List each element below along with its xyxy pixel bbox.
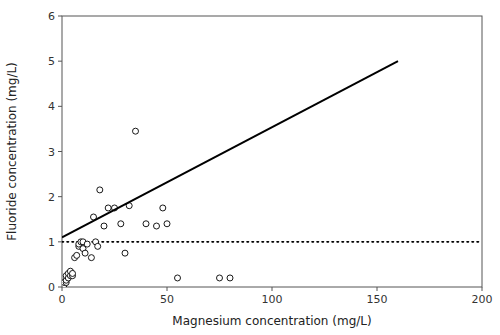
y-axis-label: Fluoride concentration (mg/L) [5,62,19,241]
y-tick [58,106,62,107]
x-tick-label: 150 [367,293,388,306]
x-tick [377,287,378,291]
scatter-point [105,205,111,211]
scatter-point [143,221,149,227]
plot-marks [62,61,482,287]
x-tick [62,287,63,291]
scatter-point [160,205,166,211]
y-tick-label: 1 [48,236,55,249]
scatter-point [122,250,128,256]
page: {"chart_data": {"type": "scatter", "xlab… [0,0,500,335]
scatter-point [70,270,76,276]
x-axis-label: Magnesium concentration (mg/L) [172,314,371,328]
y-tick [58,241,62,242]
scatter-point [95,243,101,249]
y-tick [58,61,62,62]
y-tick [58,196,62,197]
trend-line [62,61,398,237]
scatter-point [227,275,233,281]
scatter-point [74,252,80,258]
x-tick-label: 200 [472,293,493,306]
scatter-point [84,241,90,247]
scatter-point [164,221,170,227]
horizontal-line [62,241,482,243]
y-tick [58,16,62,17]
x-tick [272,287,273,291]
x-tick-label: 0 [59,293,66,306]
x-tick-label: 50 [160,293,174,306]
y-tick-label: 4 [48,100,55,113]
y-tick-label: 6 [48,10,55,23]
x-tick-label: 100 [262,293,283,306]
axes: 0 50 100 150 200 0 1 2 3 4 5 6 [48,10,493,306]
y-tick [58,287,62,288]
scatter-point [118,221,124,227]
y-tick-label: 0 [48,281,55,294]
plot-frame [62,16,482,287]
scatter-point [82,250,88,256]
x-tick [167,287,168,291]
y-tick-label: 3 [48,146,55,159]
scatter-point [154,223,160,229]
scatter-point [101,223,107,229]
chart-container: 0 50 100 150 200 0 1 2 3 4 5 6 Magnesium concentrati… [0,0,500,335]
scatter-point [88,255,94,261]
scatter-point [175,275,181,281]
x-tick [482,287,483,291]
scatter-point [133,128,139,134]
y-tick [58,151,62,152]
y-tick-label: 2 [48,191,55,204]
chart-svg: 0 50 100 150 200 0 1 2 3 4 5 6 Magnesium concentrati… [0,0,500,335]
scatter-point [217,275,223,281]
y-tick-label: 5 [48,55,55,68]
scatter-point [97,187,103,193]
